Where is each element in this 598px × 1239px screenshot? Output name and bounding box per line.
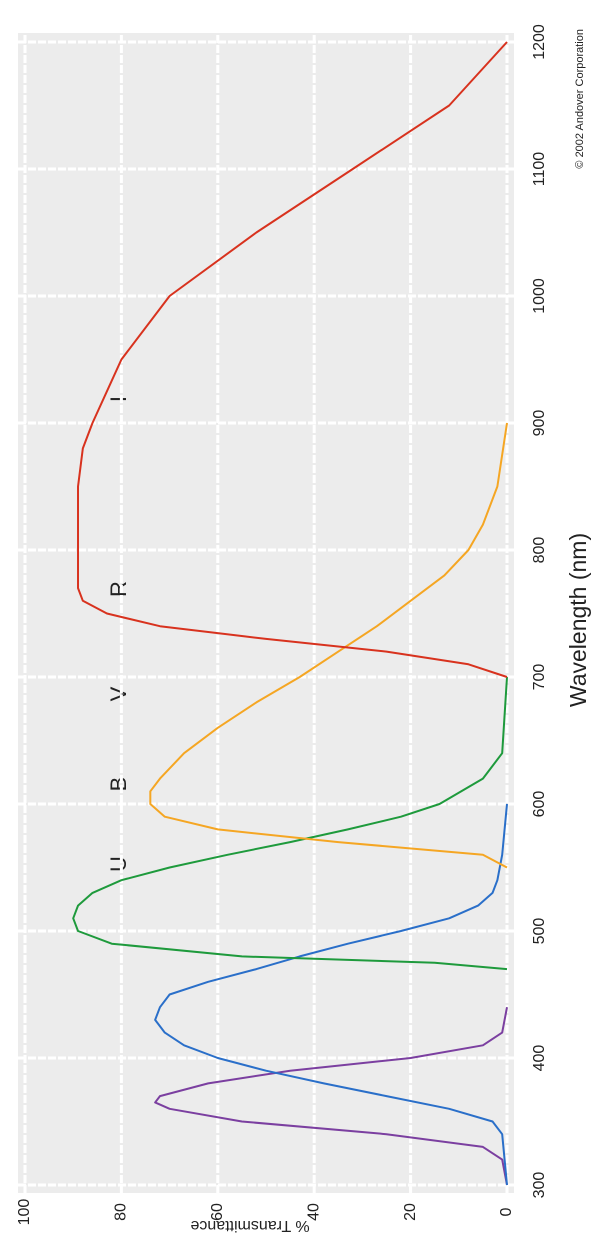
series-line [149, 422, 508, 869]
plot-background [18, 33, 514, 1193]
annotation: B [106, 777, 131, 792]
y-tick-label: 40 [305, 1203, 322, 1221]
series-line [154, 803, 508, 1186]
x-axis-label: Wavelength (nm) [565, 533, 591, 707]
credit: © 2002 Andover Corporation [574, 29, 586, 169]
chart-frame: Wavelength (nm) % Transmittance © 2002 A… [16, 24, 591, 1234]
y-axis-label: % Transmittance [190, 1217, 309, 1234]
x-tick-label: 700 [531, 664, 548, 691]
annotation: U [106, 856, 131, 872]
x-tick-label: 800 [531, 537, 548, 564]
series-line [72, 676, 508, 971]
series-line [154, 1007, 508, 1186]
y-tick-label: 60 [209, 1203, 226, 1221]
y-tick-label: 100 [16, 1199, 33, 1226]
x-tick-label: 900 [531, 410, 548, 437]
annotation: R [106, 581, 131, 597]
x-tick-label: 1200 [531, 24, 548, 60]
x-tick-label: 1100 [531, 152, 548, 187]
x-tick-label: 600 [531, 791, 548, 818]
series-line [77, 41, 508, 678]
annotation: I [106, 396, 131, 402]
y-tick-label: 80 [113, 1203, 130, 1221]
x-tick-label: 500 [531, 918, 548, 945]
y-tick-label: 0 [498, 1207, 515, 1216]
y-tick-label: 20 [402, 1203, 419, 1221]
x-tick-label: 1000 [531, 278, 548, 314]
x-tick-label: 300 [531, 1172, 548, 1199]
x-tick-label: 400 [531, 1045, 548, 1072]
annotation: V [106, 686, 131, 701]
